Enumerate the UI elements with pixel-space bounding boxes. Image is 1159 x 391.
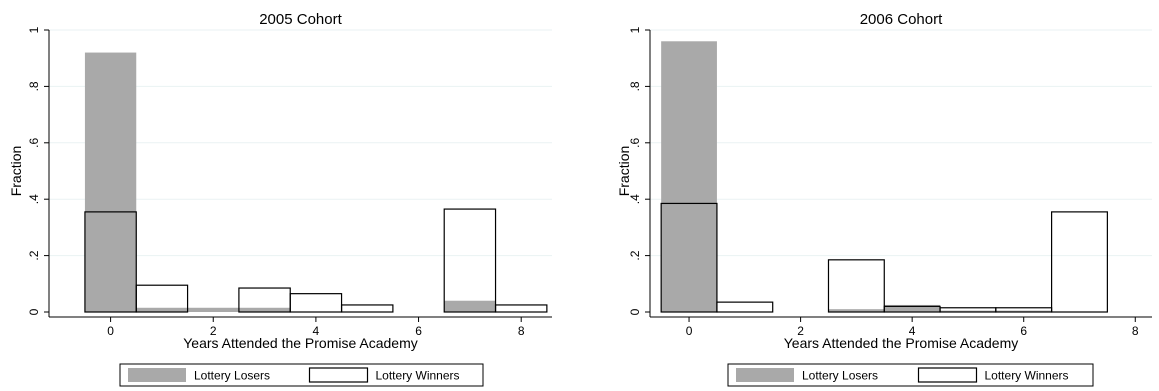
x-tick-label: 6 xyxy=(1020,324,1027,338)
y-axis-title: Fraction xyxy=(616,146,632,197)
chart-panel-2006: 0 .2 .4 .6 .8 1 0 2 4 6 8 2006 Cohort Years Attended… xyxy=(580,0,1159,391)
y-tick-label: .8 xyxy=(27,81,41,91)
bar-lottery-losers xyxy=(995,310,1052,312)
bar-lottery-winners xyxy=(716,301,774,313)
bar-lottery-losers xyxy=(940,310,996,312)
legend-swatch-losers xyxy=(128,368,186,382)
legend-label-losers: Lottery Losers xyxy=(802,369,878,383)
chart-title: 2005 Cohort xyxy=(259,11,342,28)
legend-swatch-losers xyxy=(736,368,794,382)
legend-box xyxy=(119,363,484,387)
y-tick-label: 0 xyxy=(628,308,642,315)
y-tick-label: .8 xyxy=(628,81,642,91)
bar-lottery-losers xyxy=(884,304,941,312)
x-tick-label: 6 xyxy=(415,324,422,338)
y-tick-label: .6 xyxy=(628,137,642,147)
x-tick-label: 0 xyxy=(107,324,114,338)
y-tick-label: .2 xyxy=(628,250,642,260)
bar-lottery-losers xyxy=(136,307,188,312)
bar-lottery-winners xyxy=(443,208,497,313)
legend-label-losers: Lottery Losers xyxy=(194,369,270,383)
x-tick-label: 2 xyxy=(797,324,804,338)
bar-lottery-winners xyxy=(827,259,885,313)
bar-lottery-winners xyxy=(289,293,343,313)
chart-title: 2006 Cohort xyxy=(860,11,943,28)
histogram-2006: 0 .2 .4 .6 .8 1 0 2 4 6 8 2006 Cohort Years Attended… xyxy=(616,11,1152,387)
y-tick-label: 1 xyxy=(27,26,41,33)
bar-lottery-winners xyxy=(660,202,718,313)
x-axis-title: Years Attended the Promise Academy xyxy=(183,335,418,351)
bar-lottery-losers xyxy=(238,307,291,312)
x-tick-label: 8 xyxy=(1132,324,1139,338)
chart-panel-2005: 0 .2 .4 .6 .8 1 0 2 4 6 8 2005 Cohort Years Attended… xyxy=(8,11,552,387)
x-tick-label: 4 xyxy=(909,324,916,338)
bar-lottery-winners xyxy=(1051,211,1108,313)
bar-lottery-winners xyxy=(494,304,548,313)
x-tick-label: 0 xyxy=(686,324,693,338)
legend-swatch-winners xyxy=(308,367,369,383)
bar-lottery-winners xyxy=(135,284,189,313)
y-tick-label: .4 xyxy=(27,194,41,204)
y-tick-label: .6 xyxy=(27,137,41,147)
y-tick-label: .2 xyxy=(27,250,41,260)
bar-lottery-losers xyxy=(84,52,137,313)
bar-lottery-losers xyxy=(661,41,717,312)
legend-box xyxy=(727,363,1094,387)
y-axis-title: Fraction xyxy=(8,146,24,197)
x-tick-label: 8 xyxy=(518,324,525,338)
bar-lottery-winners xyxy=(340,304,394,313)
x-axis-title: Years Attended the Promise Academy xyxy=(784,335,1019,351)
bar-lottery-losers xyxy=(187,307,239,312)
y-tick-label: 0 xyxy=(27,308,41,315)
y-tick-label: 1 xyxy=(628,26,642,33)
x-tick-label: 2 xyxy=(210,324,217,338)
bar-lottery-losers xyxy=(828,309,885,312)
legend-label-winners: Lottery Winners xyxy=(985,369,1069,383)
legend-label-winners: Lottery Winners xyxy=(376,369,460,383)
bar-lottery-winners xyxy=(84,211,137,313)
histogram-2005: 0 .2 .4 .6 .8 1 0 2 4 6 8 2005 Cohort Years Attended… xyxy=(8,11,552,387)
legend-swatch-winners xyxy=(917,367,978,383)
y-tick-label: .4 xyxy=(628,194,642,204)
bar-lottery-losers xyxy=(444,300,496,312)
x-tick-label: 4 xyxy=(313,324,320,338)
